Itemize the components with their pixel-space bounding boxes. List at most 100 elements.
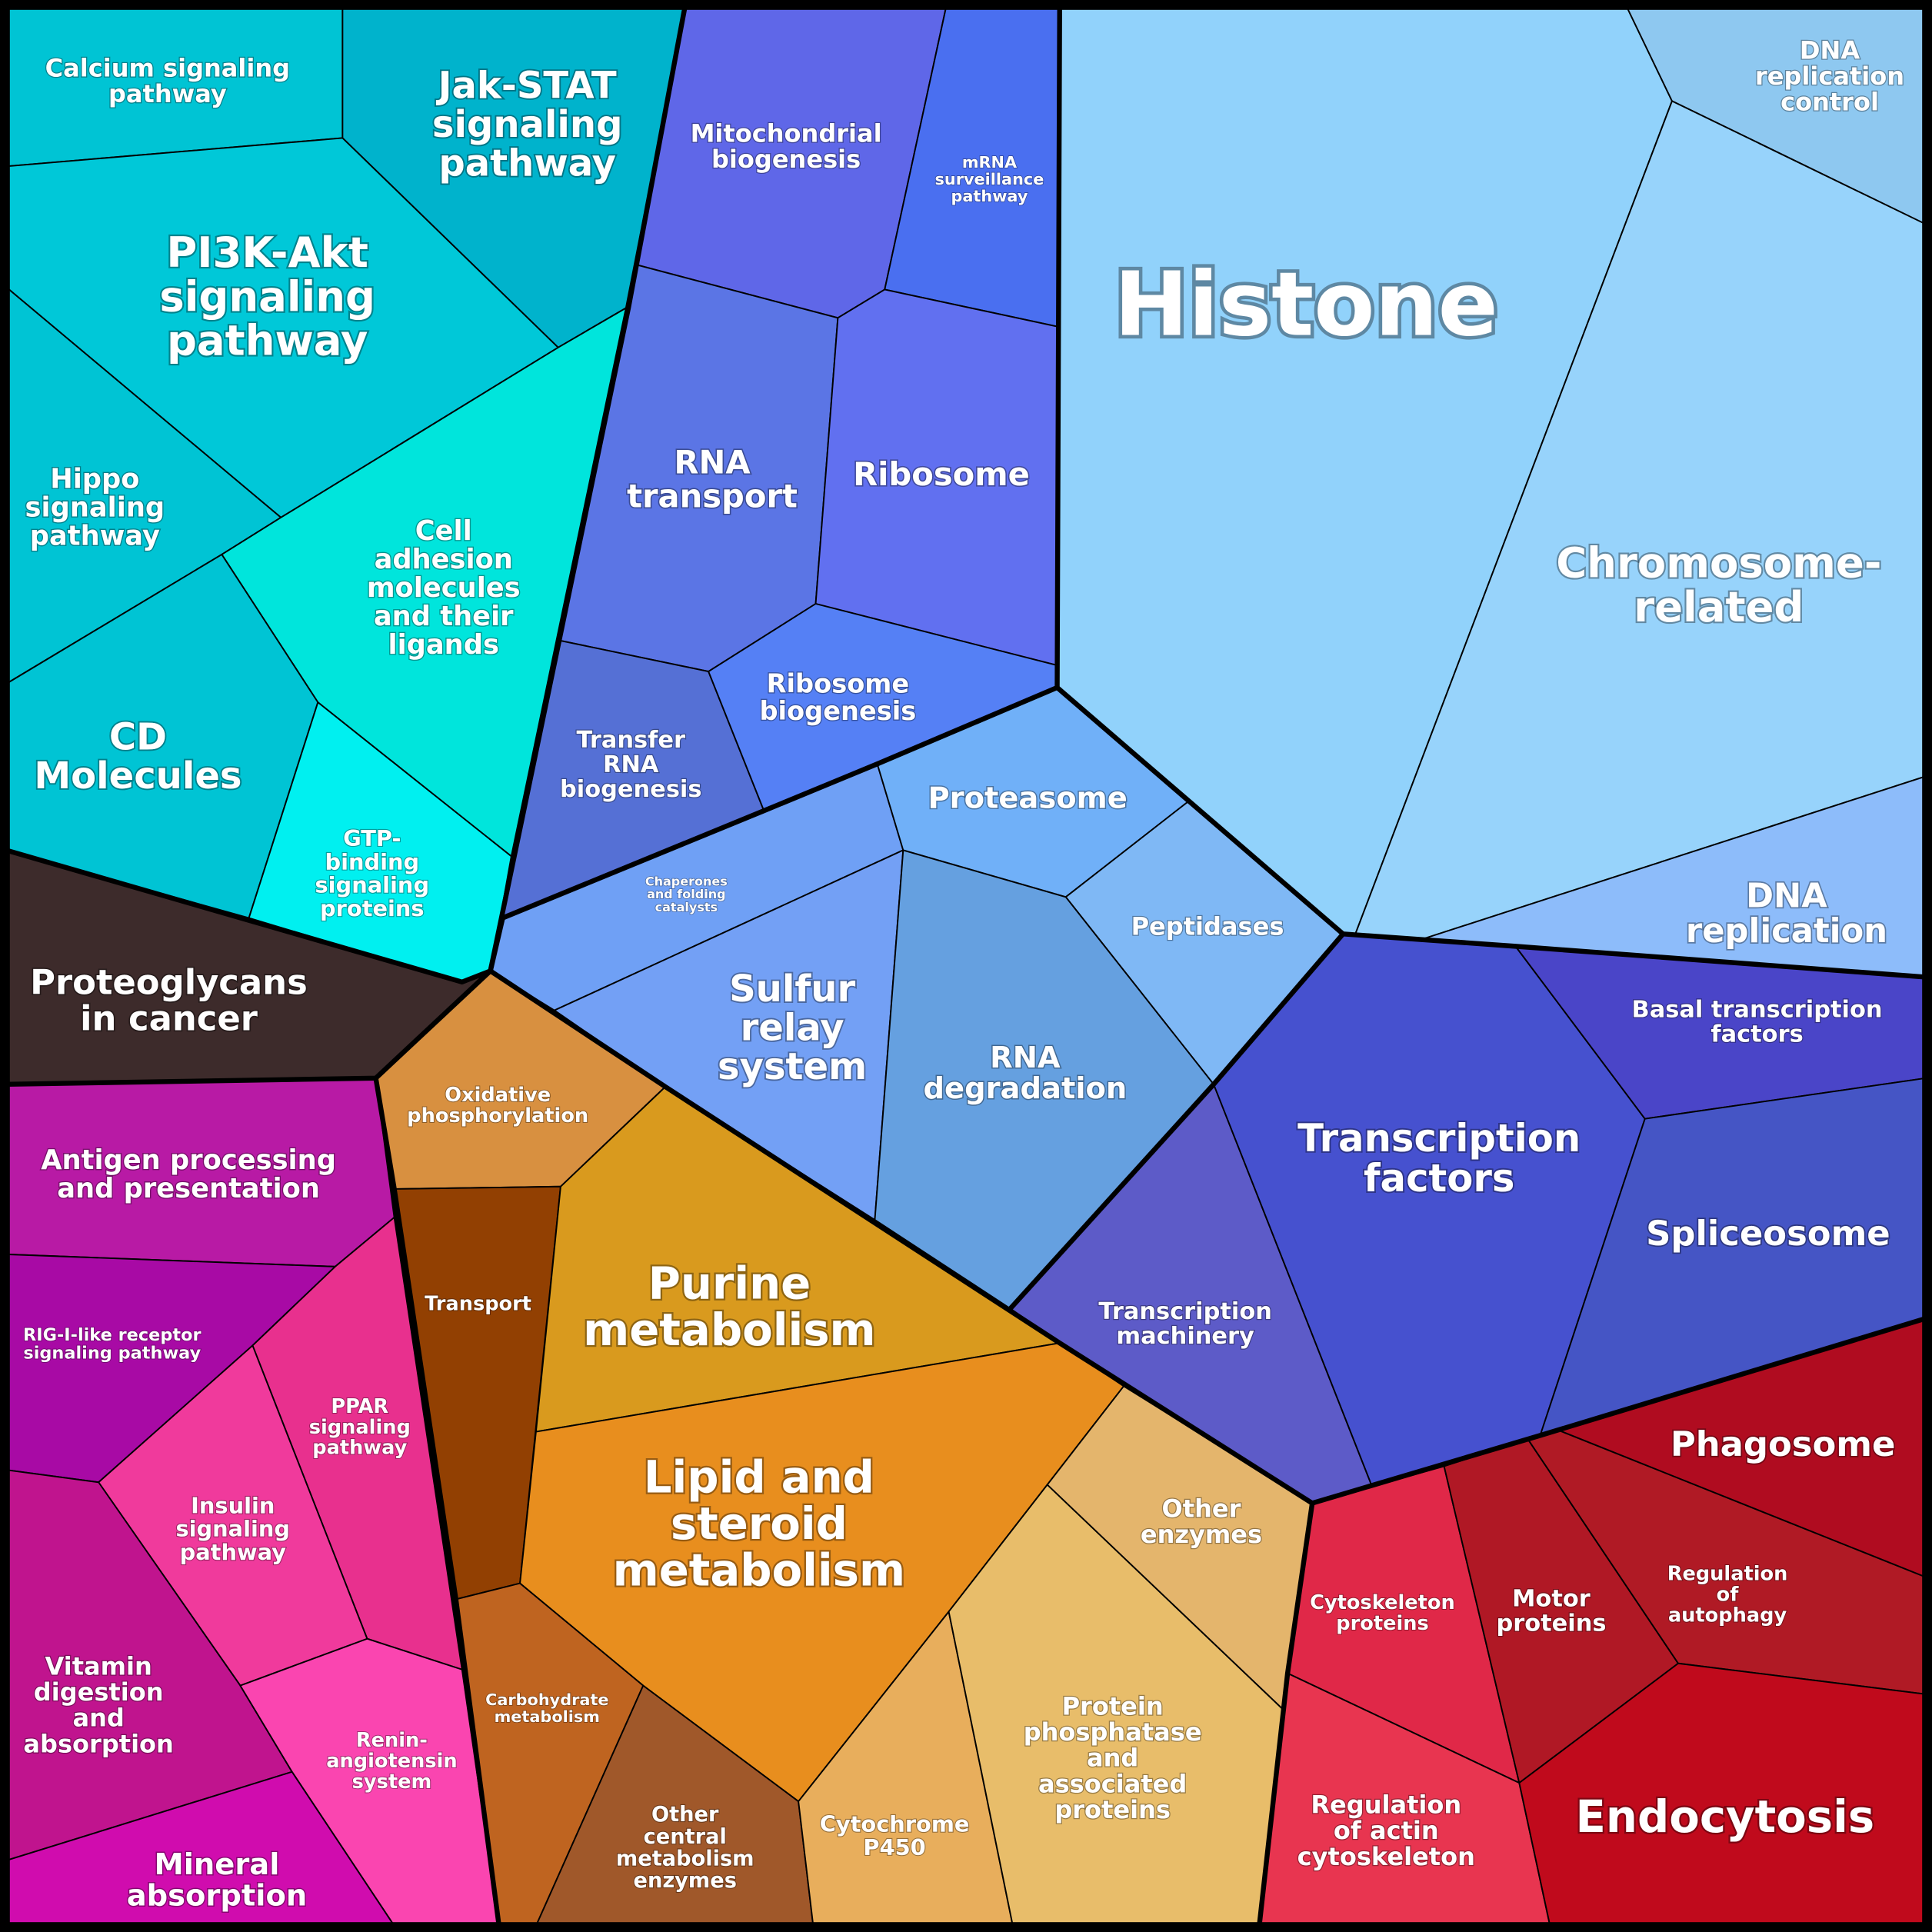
label-line: Carbohydrate xyxy=(485,1690,608,1709)
group-border xyxy=(1257,1501,1315,1929)
label-line: DNA xyxy=(1800,35,1860,65)
label-line: biogenesis xyxy=(711,145,861,174)
cell-label: Transcription machinery xyxy=(1098,1298,1271,1350)
label-line: Motor xyxy=(1512,1585,1591,1612)
label-line: pathway xyxy=(108,79,227,108)
cell-label: Cytochrome P450 xyxy=(820,1811,970,1860)
cell-label: Jak-STAT signaling pathway xyxy=(432,65,623,185)
cell-label: Regulation of actin cytoskeleton xyxy=(1297,1790,1475,1871)
group-border xyxy=(488,685,1060,974)
label-line: proteins xyxy=(1054,1795,1171,1824)
cell-label: Purine metabolism xyxy=(583,1257,875,1356)
cell-label: Antigen processing and presentation xyxy=(41,1144,336,1204)
label-line: GTP- xyxy=(343,825,401,851)
label-line: absorption xyxy=(23,1729,173,1758)
label-line: Sulfur xyxy=(729,968,855,1011)
cell-label: Cell adhesion molecules and their ligands xyxy=(367,515,521,661)
label-line: in cancer xyxy=(80,998,258,1039)
label-line: factors xyxy=(1364,1156,1514,1201)
label-line: absorption xyxy=(127,1878,308,1913)
label-line: autophagy xyxy=(1668,1604,1787,1627)
label-line: Peptidases xyxy=(1131,911,1284,941)
label-line: DNA xyxy=(1746,877,1827,915)
label-line: pathway xyxy=(951,187,1028,205)
label-line: Transcription xyxy=(1297,1116,1581,1161)
label-line: proteins xyxy=(1496,1610,1606,1637)
label-line: and folding xyxy=(647,887,726,901)
cell-label: Endocytosis xyxy=(1576,1790,1875,1843)
label-line: degradation xyxy=(924,1071,1128,1106)
label-line: molecules xyxy=(367,572,521,604)
label-line: Protein xyxy=(1062,1691,1164,1720)
group-border xyxy=(1008,931,1346,1311)
label-line: steroid xyxy=(671,1497,848,1550)
label-line: RNA xyxy=(674,444,751,481)
label-line: Ribosome xyxy=(853,455,1030,493)
label-line: Insulin xyxy=(191,1492,275,1518)
label-line: mRNA xyxy=(962,153,1017,172)
cell-label: Carbohydrate metabolism xyxy=(485,1690,608,1726)
label-line: and xyxy=(72,1704,124,1733)
cell-label: Transcription factors xyxy=(1297,1116,1581,1201)
group-border xyxy=(488,968,1929,1506)
cell-label: mRNA surveillance pathway xyxy=(935,153,1044,205)
label-line: Other xyxy=(651,1803,719,1827)
label-line: enzymes xyxy=(1141,1520,1262,1549)
label-line: Transport xyxy=(425,1293,531,1316)
label-line: system xyxy=(352,1770,432,1794)
label-line: binding xyxy=(325,848,419,874)
label-line: Regulation xyxy=(1667,1563,1788,1586)
label-line: pathway xyxy=(438,142,616,185)
label-line: Proteoglycans xyxy=(30,962,308,1003)
label-line: Other xyxy=(1162,1494,1241,1523)
group-border xyxy=(3,848,493,985)
label-line: RNA xyxy=(990,1040,1061,1074)
label-line: control xyxy=(1780,88,1879,117)
label-line: central xyxy=(644,1824,727,1848)
label-line: biogenesis xyxy=(759,696,916,726)
cell-label: RNA transport xyxy=(627,444,798,515)
label-line: proteins xyxy=(320,895,425,921)
label-line: signaling xyxy=(175,1516,290,1542)
label-line: Molecules xyxy=(34,754,242,798)
cell-label: Other enzymes xyxy=(1141,1494,1262,1549)
label-line: proteins xyxy=(1336,1612,1429,1635)
cell-label: Insulin signaling pathway xyxy=(175,1492,290,1565)
cell-label: Vitamin digestion and absorption xyxy=(23,1651,173,1758)
cell-label: Protein phosphatase and associated proteins xyxy=(1024,1691,1202,1824)
group-border xyxy=(373,1075,502,1929)
cell-label: Transfer RNA biogenesis xyxy=(560,726,701,802)
label-line: signaling pathway xyxy=(23,1343,201,1363)
group-border xyxy=(488,3,688,974)
label-line: signaling xyxy=(159,271,375,321)
cell-label: Chaperones and folding catalysts xyxy=(645,874,728,914)
label-line: signaling xyxy=(25,492,165,524)
labels: Calcium signaling pathway Jak-STAT signalin… xyxy=(22,35,1905,1914)
label-line: RIG-I-like receptor xyxy=(23,1325,202,1345)
label-line: of xyxy=(1717,1584,1740,1607)
label-line: system xyxy=(718,1045,867,1088)
label-line: PI3K-Akt xyxy=(166,228,368,277)
label-line: associated xyxy=(1038,1769,1187,1798)
label-line: Antigen processing xyxy=(41,1144,336,1176)
label-line: RNA xyxy=(603,751,659,778)
cell-label: Sulfur relay system xyxy=(718,968,867,1088)
label-line: replication xyxy=(1755,62,1904,91)
label-line: metabolism xyxy=(616,1847,754,1870)
label-line: Regulation xyxy=(1311,1790,1461,1820)
cell-label: Calcium signaling pathway xyxy=(45,54,290,109)
cell-label: Hippo signaling pathway xyxy=(25,464,165,552)
cell-label: Regulation of autophagy xyxy=(1667,1563,1788,1627)
cell-label: Other central metabolism enzymes xyxy=(616,1803,754,1893)
label-line: adhesion xyxy=(375,544,513,575)
cell-label: RNA degradation xyxy=(924,1040,1128,1105)
label-line: pathway xyxy=(30,521,160,552)
label-line: pathway xyxy=(180,1539,287,1565)
label-line: surveillance xyxy=(935,170,1044,188)
label-line: Phagosome xyxy=(1671,1424,1896,1464)
label-line: Renin- xyxy=(356,1729,428,1752)
label-line: replication xyxy=(1686,912,1887,951)
